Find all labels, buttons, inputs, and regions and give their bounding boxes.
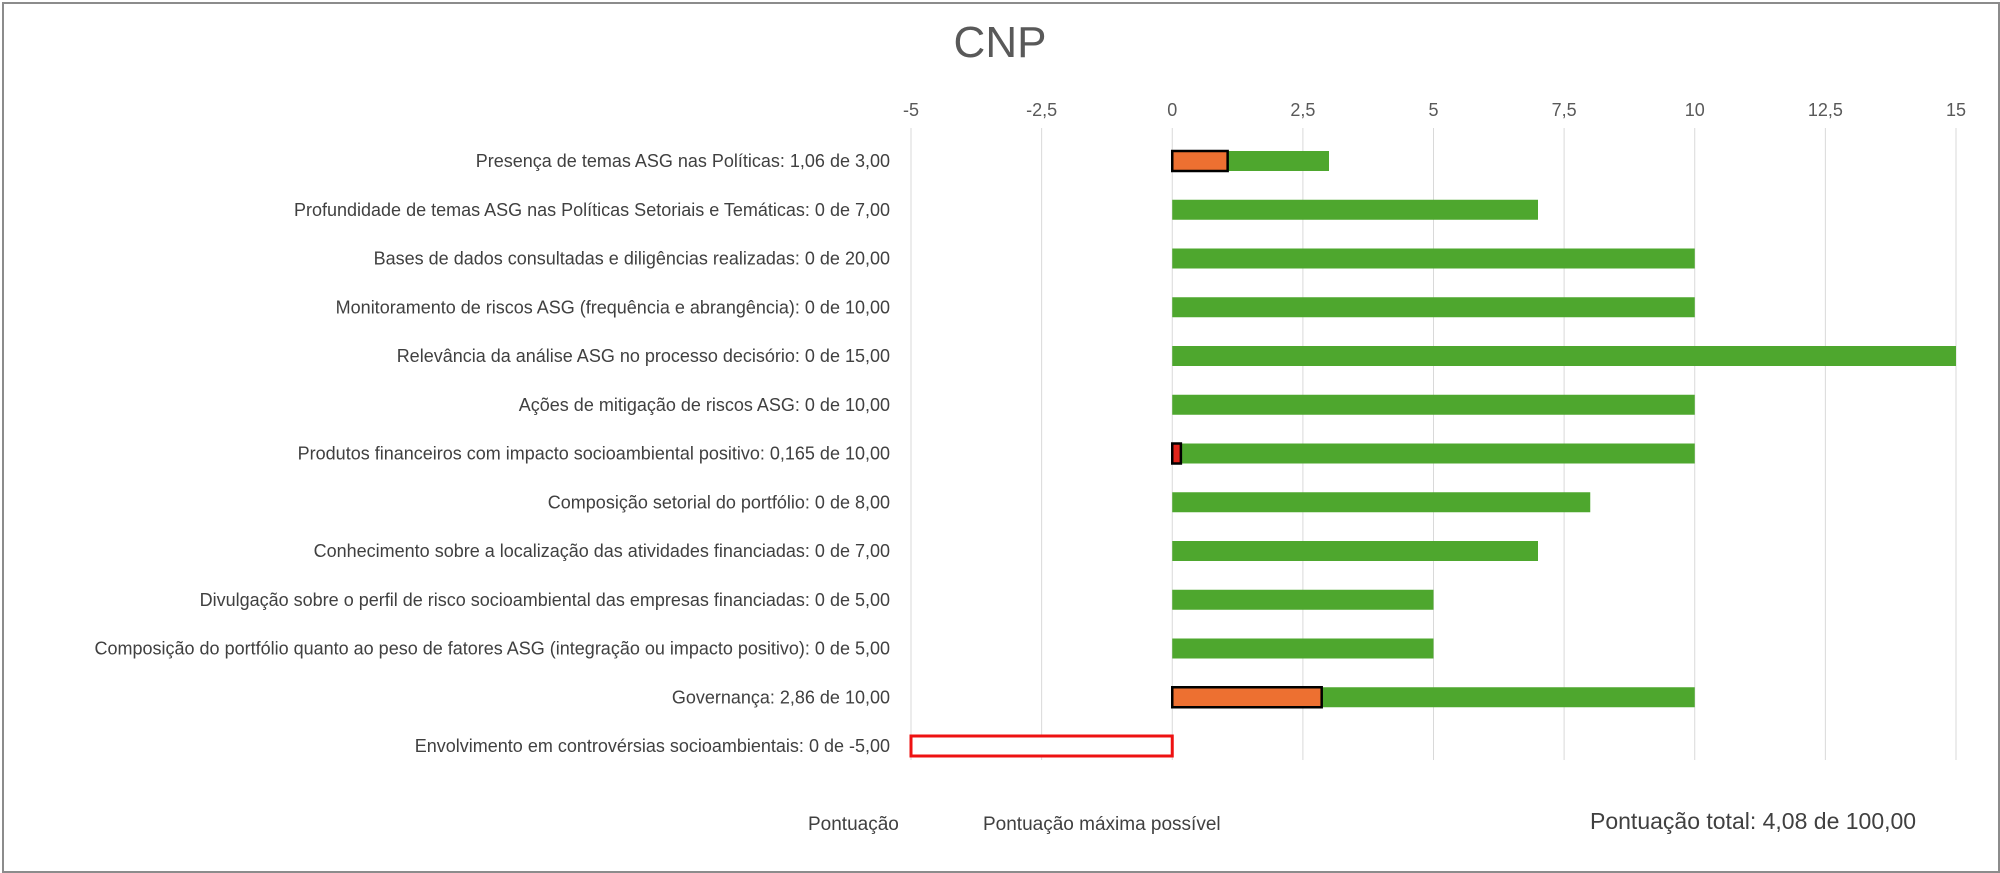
category-label: Monitoramento de riscos ASG (frequência … — [336, 297, 890, 317]
category-label: Profundidade de temas ASG nas Políticas … — [294, 200, 890, 220]
category-label: Bases de dados consultadas e diligências… — [374, 249, 890, 269]
category-label: Ações de mitigação de riscos ASG: 0 de 1… — [519, 395, 890, 415]
category-label: Produtos financeiros com impacto socioam… — [298, 444, 890, 464]
x-tick-label: 10 — [1685, 100, 1705, 120]
max-score-bar — [1172, 541, 1538, 561]
x-tick-label: 2,5 — [1290, 100, 1315, 120]
category-label: Conhecimento sobre a localização das ati… — [314, 541, 890, 561]
max-score-bar — [1172, 199, 1538, 220]
max-score-bars — [909, 151, 1956, 758]
x-tick-label: -2,5 — [1026, 100, 1057, 120]
max-score-bar — [1172, 346, 1956, 366]
legend-max-score: Pontuação máxima possível — [983, 814, 1221, 835]
category-label: Relevância da análise ASG no processo de… — [397, 346, 890, 366]
legend-score: Pontuação — [808, 814, 899, 835]
category-label: Presença de temas ASG nas Políticas: 1,0… — [476, 151, 890, 171]
category-label: Composição setorial do portfólio: 0 de 8… — [548, 492, 890, 512]
x-tick-label: 0 — [1167, 100, 1177, 120]
category-label: Envolvimento em controvérsias socioambie… — [415, 736, 890, 756]
x-tick-label: -5 — [903, 100, 919, 120]
score-bar — [1171, 149, 1229, 173]
category-label: Governança: 2,86 de 10,00 — [672, 687, 890, 707]
max-score-bar — [1172, 248, 1695, 269]
max-score-bar — [1172, 297, 1695, 318]
total-score-annotation: Pontuação total: 4,08 de 100,00 — [1590, 808, 1917, 834]
max-score-bar — [1172, 589, 1434, 610]
x-tick-label: 5 — [1428, 100, 1438, 120]
category-label: Composição do portfólio quanto ao peso d… — [95, 639, 891, 659]
score-bar — [1171, 442, 1183, 465]
x-tick-label: 15 — [1946, 100, 1966, 120]
max-score-bar — [1172, 443, 1695, 464]
max-score-bar — [1172, 638, 1434, 659]
category-labels: Presença de temas ASG nas Políticas: 1,0… — [95, 151, 891, 756]
score-bar — [1171, 686, 1323, 709]
x-tick-label: 7,5 — [1552, 100, 1577, 120]
x-axis-ticks: -5 -2,5 0 2,5 5 7,5 10 12,5 15 — [903, 100, 1966, 120]
score-bars — [1171, 149, 1323, 709]
chart-title: CNP — [953, 18, 1047, 67]
max-score-bar — [1172, 492, 1591, 513]
x-tick-label: 12,5 — [1808, 100, 1843, 120]
max-score-bar-negative — [909, 734, 1174, 758]
max-score-bar — [1172, 394, 1695, 415]
category-label: Divulgação sobre o perfil de risco socio… — [200, 590, 890, 610]
